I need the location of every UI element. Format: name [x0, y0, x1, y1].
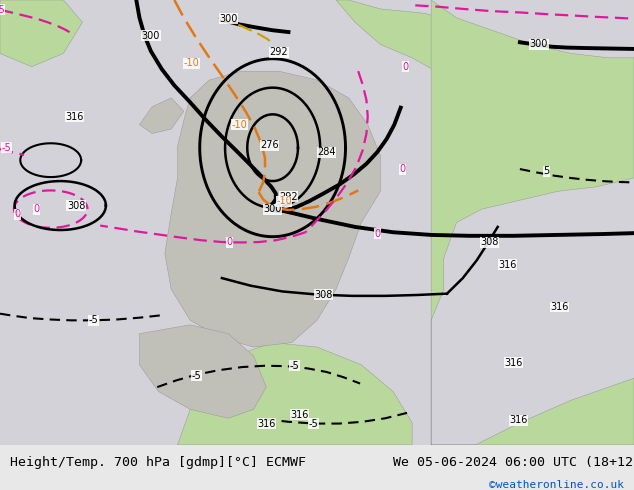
Text: 300: 300 [530, 40, 548, 49]
Text: 308: 308 [67, 200, 85, 211]
Text: 292: 292 [279, 192, 298, 202]
Text: -10: -10 [184, 58, 199, 68]
Text: 316: 316 [257, 418, 275, 429]
Text: 308: 308 [481, 238, 498, 247]
Text: 316: 316 [510, 416, 527, 425]
Polygon shape [0, 0, 82, 67]
Text: -5: -5 [0, 5, 5, 15]
Text: 284: 284 [317, 147, 336, 157]
Text: 0: 0 [226, 237, 233, 247]
Text: 316: 316 [505, 358, 522, 368]
Text: 316: 316 [290, 410, 308, 419]
Text: 316: 316 [66, 112, 84, 122]
Text: 300: 300 [264, 204, 281, 214]
Text: -5: -5 [89, 316, 99, 325]
Text: ©weatheronline.co.uk: ©weatheronline.co.uk [489, 480, 624, 490]
Polygon shape [139, 98, 184, 133]
Text: 308: 308 [314, 290, 332, 299]
Polygon shape [336, 0, 520, 85]
Text: -10: -10 [232, 120, 247, 129]
Text: 0: 0 [34, 204, 40, 214]
Text: -5: -5 [309, 418, 319, 429]
Text: -5: -5 [290, 361, 300, 371]
Text: 300: 300 [142, 30, 160, 41]
Text: 276: 276 [260, 141, 279, 150]
Text: 0: 0 [15, 209, 21, 220]
Text: We 05-06-2024 06:00 UTC (18+12): We 05-06-2024 06:00 UTC (18+12) [393, 456, 634, 468]
Text: 292: 292 [269, 47, 288, 57]
Text: 316: 316 [498, 260, 516, 270]
Text: -5: -5 [1, 143, 11, 153]
Polygon shape [139, 325, 266, 418]
Text: 5: 5 [543, 166, 550, 176]
Text: 0: 0 [399, 164, 406, 174]
Text: 300: 300 [219, 14, 237, 24]
Polygon shape [165, 71, 380, 347]
Text: Height/Temp. 700 hPa [gdmp][°C] ECMWF: Height/Temp. 700 hPa [gdmp][°C] ECMWF [10, 456, 306, 468]
Text: 0: 0 [403, 62, 409, 72]
Polygon shape [431, 0, 634, 445]
Text: -5: -5 [191, 371, 202, 381]
Text: 316: 316 [550, 302, 568, 312]
Text: -10: -10 [276, 196, 292, 206]
Polygon shape [178, 343, 412, 445]
Text: 0: 0 [374, 228, 380, 239]
